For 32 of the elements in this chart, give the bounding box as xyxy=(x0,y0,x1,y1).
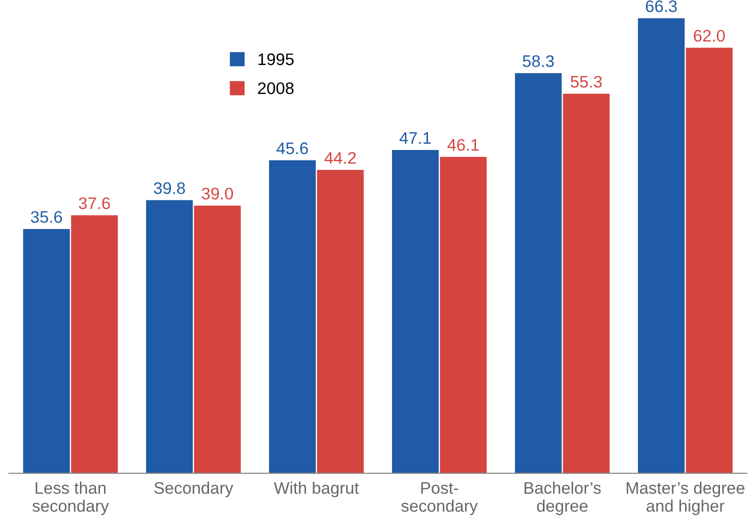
bar xyxy=(392,150,439,474)
bar xyxy=(514,73,562,474)
x-tick-label: Master’s degree and higher xyxy=(626,482,744,516)
x-tick-label: With bagrut xyxy=(274,482,359,498)
bar xyxy=(194,206,241,474)
bar xyxy=(686,48,733,474)
bar xyxy=(269,160,316,474)
data-label: 37.6 xyxy=(78,197,110,210)
data-label: 39.8 xyxy=(154,182,185,194)
data-label: 47.1 xyxy=(400,132,431,144)
x-tick-label: Secondary xyxy=(154,482,234,498)
data-label: 58.3 xyxy=(522,55,554,68)
legend-label: 2008 xyxy=(258,82,294,94)
data-label: 44.2 xyxy=(324,152,356,164)
bar xyxy=(440,156,487,474)
data-label: 46.1 xyxy=(447,138,479,151)
data-label: 62.0 xyxy=(694,30,725,42)
x-tick-label: Less than secondary xyxy=(32,482,109,516)
data-label: 35.6 xyxy=(30,211,62,223)
x-tick-label: Post- secondary xyxy=(401,482,478,516)
data-label: 45.6 xyxy=(276,142,308,154)
bar xyxy=(146,200,193,474)
bar xyxy=(562,94,610,474)
data-label: 39.0 xyxy=(202,188,233,200)
bar xyxy=(71,215,118,474)
x-tick-label: Bachelor’s degree xyxy=(524,482,601,516)
bar xyxy=(23,228,70,474)
data-label: 55.3 xyxy=(570,76,602,88)
bar xyxy=(638,18,685,474)
legend-label: 1995 xyxy=(258,53,294,66)
bar xyxy=(317,170,364,474)
data-label: 66.3 xyxy=(646,0,677,12)
